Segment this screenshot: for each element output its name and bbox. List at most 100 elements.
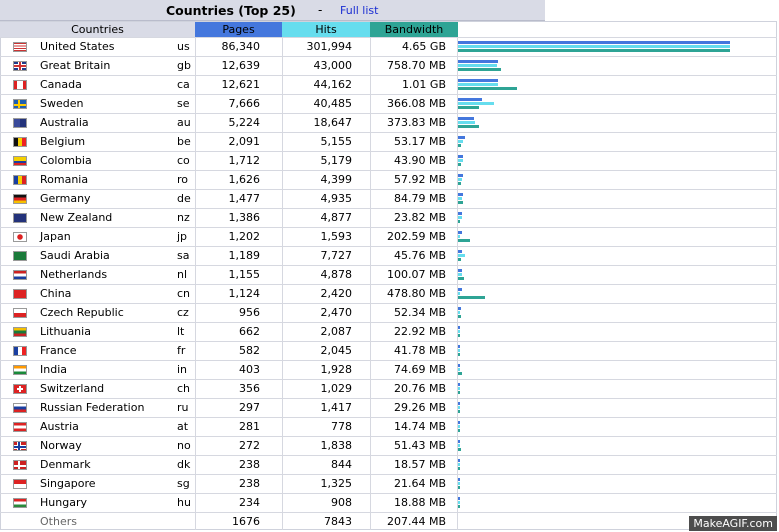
title-separator: - [318, 3, 323, 17]
pages-value: 2,091 [228, 135, 261, 148]
table-row: Denmark dk 238 844 18.57 MB [0, 455, 777, 474]
country-code: nl [177, 268, 188, 281]
flag-lt-icon [13, 327, 27, 337]
bandwidth-bar [458, 125, 479, 128]
country-name: Lithuania [40, 325, 91, 338]
hits-value: 4,935 [320, 192, 353, 205]
bandwidth-value: 18.57 MB [393, 458, 446, 471]
table-row: Australia au 5,224 18,647 373.83 MB [0, 113, 777, 132]
hits-bar [458, 292, 460, 295]
table-row: Great Britain gb 12,639 43,000 758.70 MB [0, 56, 777, 75]
table-row: Germany de 1,477 4,935 84.79 MB [0, 189, 777, 208]
bandwidth-value: 29.26 MB [393, 401, 446, 414]
country-name: Norway [40, 439, 82, 452]
country-name: Belgium [40, 135, 86, 148]
pages-bar [458, 421, 460, 424]
flag-sg-icon [13, 479, 27, 489]
pages-value: 5,224 [228, 116, 261, 129]
country-name: France [40, 344, 77, 357]
full-list-link[interactable]: Full list [340, 4, 379, 17]
table-title-bar: Countries (Top 25) - Full list [0, 0, 545, 21]
pages-value: 86,340 [221, 40, 261, 53]
bandwidth-value: 202.59 MB [386, 230, 446, 243]
hits-bar [458, 83, 498, 86]
bandwidth-value: 4.65 GB [401, 40, 446, 53]
flag-nz-icon [13, 213, 27, 223]
flag-se-icon [13, 99, 27, 109]
pages-value: 234 [239, 496, 260, 509]
bandwidth-value: 758.70 MB [386, 59, 446, 72]
hits-bar [458, 102, 494, 105]
hits-value: 2,087 [320, 325, 353, 338]
table-row: Singapore sg 238 1,325 21.64 MB [0, 474, 777, 493]
column-header-hits: Hits [282, 22, 370, 37]
hits-value: 1,029 [320, 382, 353, 395]
hits-bar [458, 349, 460, 352]
bandwidth-bar [458, 467, 460, 470]
pages-bar [458, 193, 463, 196]
hits-value: 44,162 [313, 78, 353, 91]
country-name: China [40, 287, 72, 300]
country-name: Russian Federation [40, 401, 145, 414]
others-hits: 7843 [324, 515, 352, 528]
country-code: in [177, 363, 188, 376]
pages-bar [458, 326, 460, 329]
table-row: Lithuania lt 662 2,087 22.92 MB [0, 322, 777, 341]
bandwidth-value: 366.08 MB [386, 97, 446, 110]
bandwidth-value: 52.34 MB [393, 306, 446, 319]
flag-de-icon [13, 194, 27, 204]
country-name: Sweden [40, 97, 84, 110]
table-row: Sweden se 7,666 40,485 366.08 MB [0, 94, 777, 113]
pages-value: 1,124 [228, 287, 261, 300]
bandwidth-bar [458, 49, 730, 52]
bandwidth-bar [458, 505, 460, 508]
flag-jp-icon [13, 232, 27, 242]
column-header-countries: Countries [0, 22, 195, 37]
pages-bar [458, 459, 460, 462]
table-row: New Zealand nz 1,386 4,877 23.82 MB [0, 208, 777, 227]
bandwidth-bar [458, 448, 461, 451]
flag-sa-icon [13, 251, 27, 261]
column-divider [370, 37, 371, 530]
country-code: se [177, 97, 190, 110]
hits-value: 2,420 [320, 287, 353, 300]
flag-gb-icon [13, 61, 27, 71]
pages-bar [458, 288, 462, 291]
table-title: Countries (Top 25) [166, 3, 296, 18]
country-code: cz [177, 306, 189, 319]
country-code: jp [177, 230, 188, 243]
pages-bar [458, 231, 462, 234]
countries-table [0, 21, 777, 530]
country-code: co [177, 154, 190, 167]
pages-bar [458, 250, 462, 253]
pages-bar [458, 497, 460, 500]
pages-value: 238 [239, 458, 260, 471]
country-code: nz [177, 211, 190, 224]
hits-value: 1,417 [320, 401, 353, 414]
pages-value: 662 [239, 325, 260, 338]
pages-bar [458, 98, 482, 101]
country-code: ru [177, 401, 189, 414]
bandwidth-bar [458, 429, 460, 432]
flag-nl-icon [13, 270, 27, 280]
others-pages: 1676 [232, 515, 260, 528]
country-name: Netherlands [40, 268, 108, 281]
table-row: Japan jp 1,202 1,593 202.59 MB [0, 227, 777, 246]
flag-dk-icon [13, 460, 27, 470]
pages-bar [458, 269, 462, 272]
flag-ru-icon [13, 403, 27, 413]
column-header-bandwidth: Bandwidth [370, 22, 458, 37]
pages-value: 12,639 [221, 59, 261, 72]
bandwidth-value: 84.79 MB [393, 192, 446, 205]
flag-ca-icon [13, 80, 27, 90]
hits-bar [458, 178, 462, 181]
column-divider [457, 37, 458, 530]
country-name: Denmark [40, 458, 91, 471]
hits-value: 1,325 [320, 477, 353, 490]
hits-bar [458, 330, 460, 333]
table-row: Saudi Arabia sa 1,189 7,727 45.76 MB [0, 246, 777, 265]
bandwidth-bar [458, 372, 462, 375]
hits-bar [458, 273, 462, 276]
flag-in-icon [13, 365, 27, 375]
pages-value: 356 [239, 382, 260, 395]
